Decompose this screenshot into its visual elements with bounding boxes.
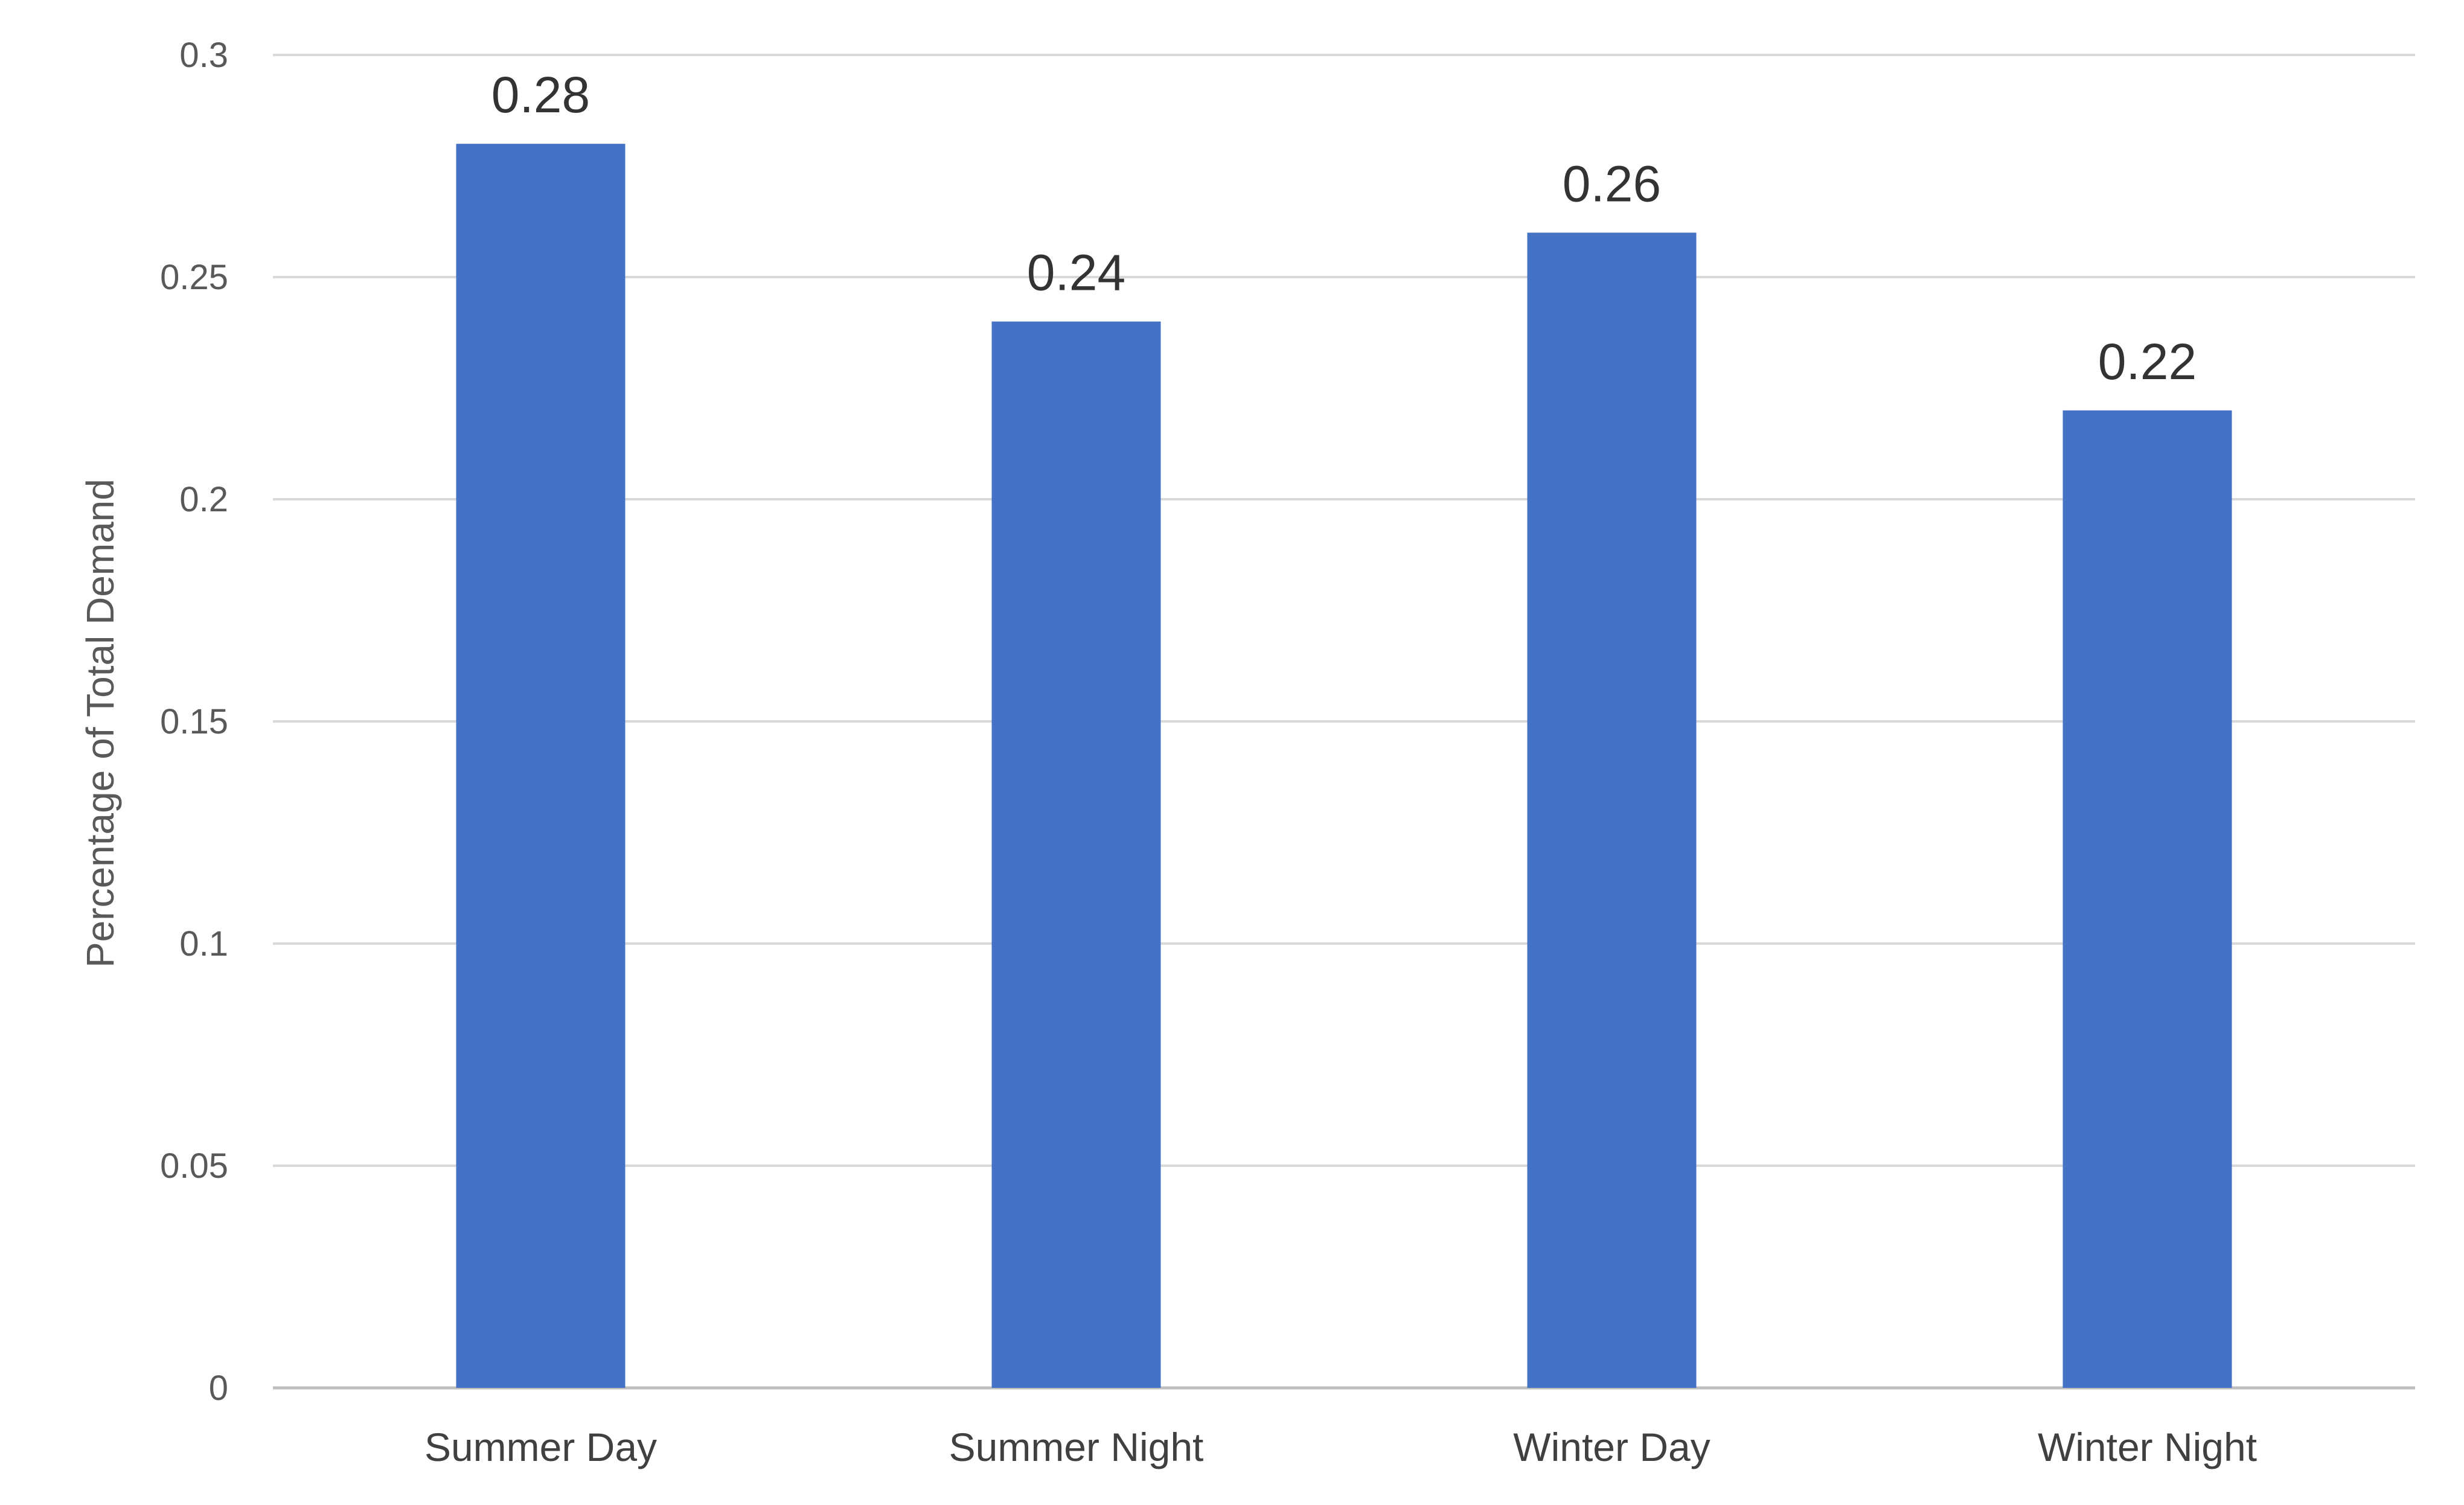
y-tick-label: 0.05 bbox=[160, 1146, 228, 1186]
y-tick-label: 0.25 bbox=[160, 258, 228, 297]
bar bbox=[2062, 410, 2232, 1388]
y-tick-label: 0 bbox=[209, 1369, 228, 1408]
y-tick-label: 0.1 bbox=[179, 924, 228, 963]
data-labels: 0.28 0.24 0.26 0.22 bbox=[491, 66, 2197, 390]
y-tick-label: 0.15 bbox=[160, 702, 228, 741]
y-axis-title: Percentage of Total Demand bbox=[78, 479, 122, 968]
bars bbox=[456, 144, 2232, 1388]
bar-value-label: 0.28 bbox=[491, 66, 590, 123]
x-category-label: Summer Night bbox=[949, 1425, 1204, 1469]
bar bbox=[1527, 232, 1697, 1388]
x-category-label: Winter Day bbox=[1513, 1425, 1710, 1469]
x-category-label: Summer Day bbox=[424, 1425, 657, 1469]
bar bbox=[991, 321, 1161, 1388]
x-axis-categories: Summer Day Summer Night Winter Day Winter N… bbox=[424, 1425, 2257, 1469]
gridlines bbox=[273, 54, 2415, 1390]
y-axis-ticks: 0 0.05 0.1 0.15 0.2 0.25 0.3 bbox=[160, 36, 228, 1408]
y-tick-label: 0.3 bbox=[179, 36, 228, 75]
y-tick-label: 0.2 bbox=[179, 480, 228, 519]
x-category-label: Winter Night bbox=[2038, 1425, 2257, 1469]
bar bbox=[456, 144, 626, 1388]
bar-value-label: 0.26 bbox=[1563, 155, 1662, 212]
bar-value-label: 0.22 bbox=[2098, 333, 2197, 390]
bar-value-label: 0.24 bbox=[1027, 244, 1126, 301]
